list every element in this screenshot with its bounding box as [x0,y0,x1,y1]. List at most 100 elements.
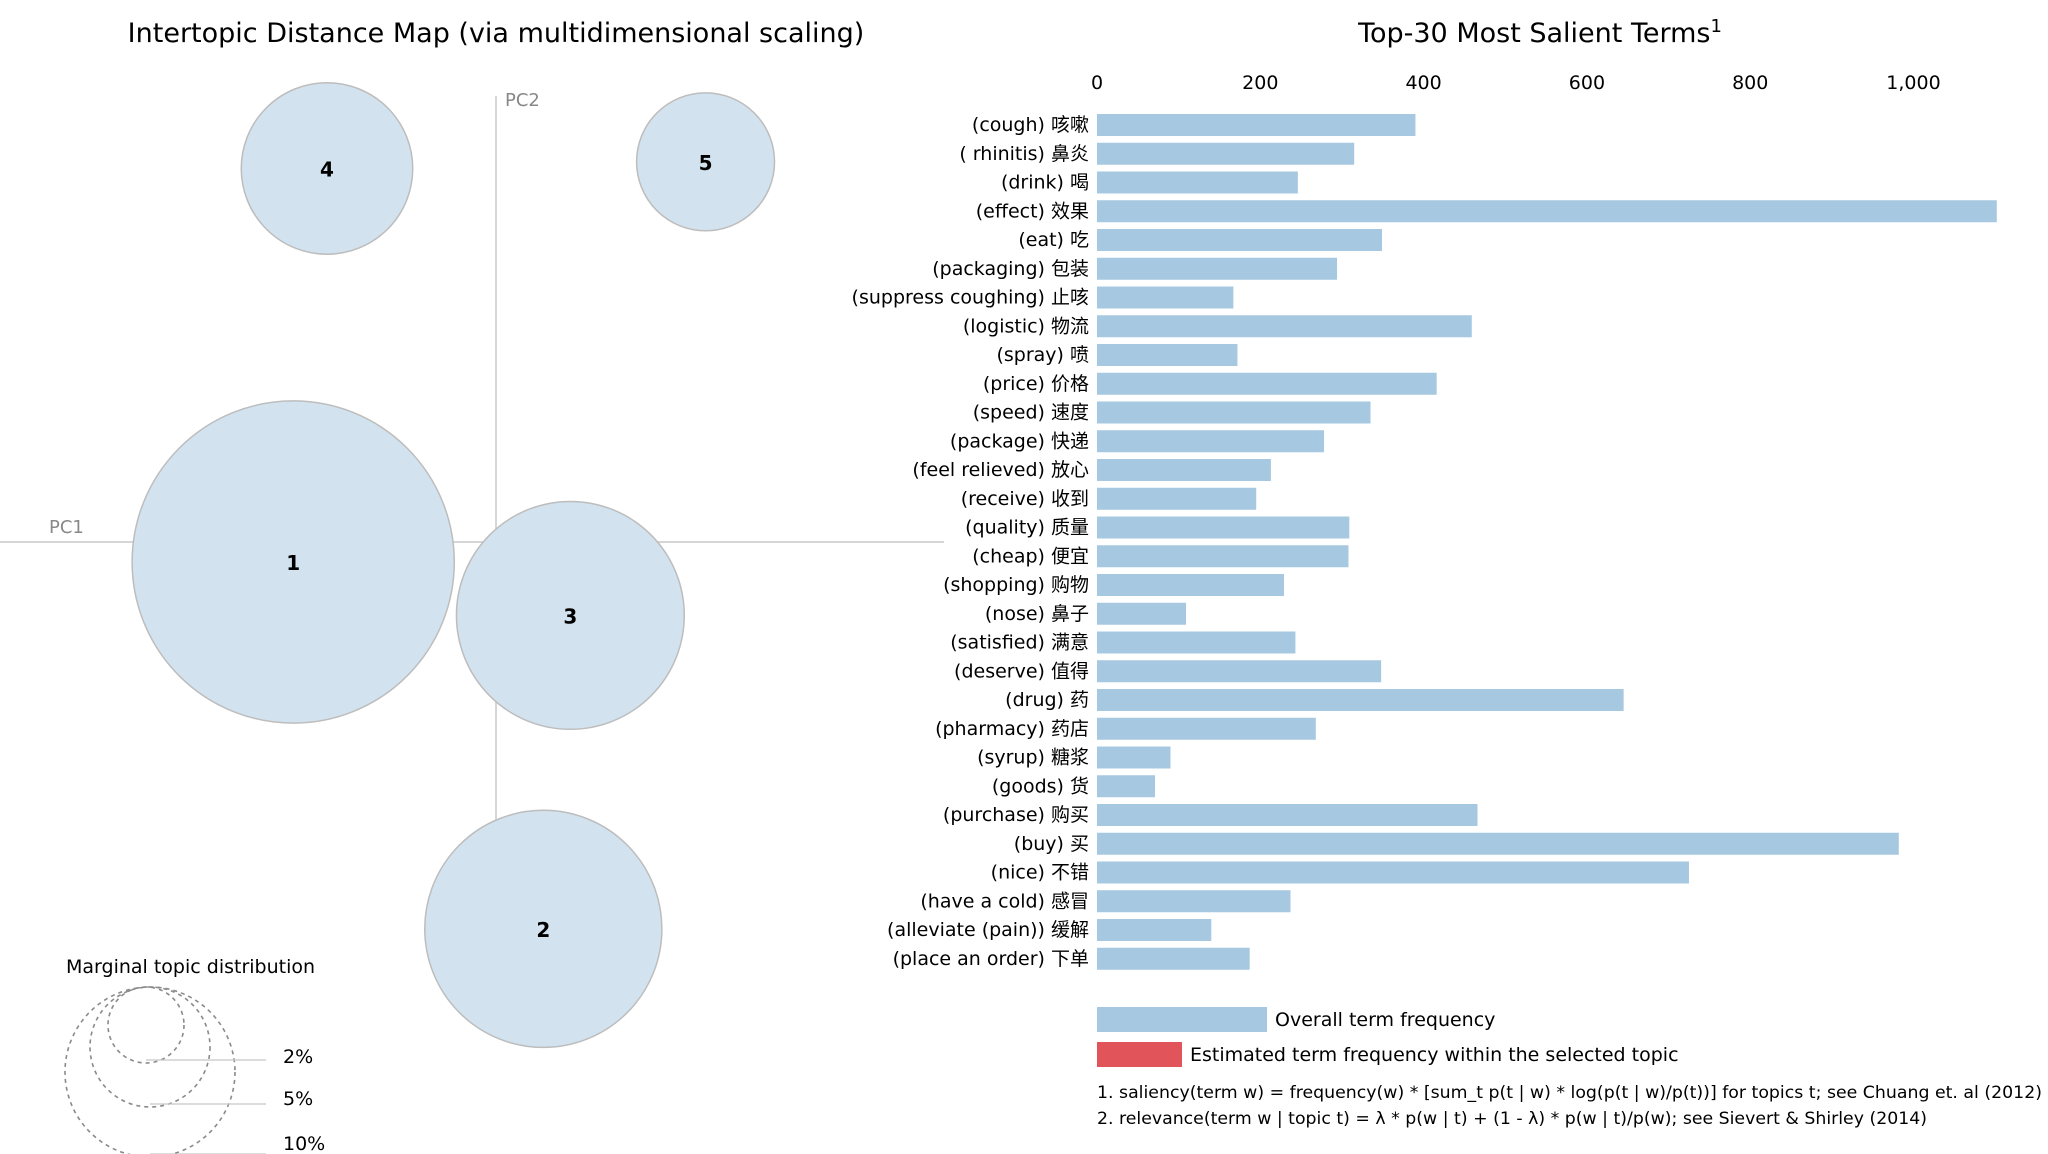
footnote-saliency: 1. saliency(term w) = frequency(w) * [su… [1097,1083,2042,1103]
salient-terms-title-superscript: 1 [1710,16,1721,37]
term-bar[interactable] [1097,602,1186,625]
term-bar[interactable] [1097,689,1624,711]
term-label[interactable]: (have a cold) 感冒 [920,890,1089,912]
legend-swatch-overall [1097,1007,1267,1032]
x-tick-label: 1,000 [1886,72,1940,94]
term-label[interactable]: (buy) 买 [1014,833,1089,855]
intertopic-map-title: Intertopic Distance Map (via multidimens… [128,18,865,49]
x-tick-label: 200 [1242,72,1278,94]
term-bar[interactable] [1097,114,1416,136]
topic-bubble-label-1: 1 [286,551,300,575]
term-label[interactable]: (purchase) 购买 [943,804,1089,826]
legend-label-5pct: 5% [283,1088,313,1110]
term-label[interactable]: ( rhinitis) 鼻炎 [959,143,1089,165]
term-bar[interactable] [1097,947,1250,970]
term-bar[interactable] [1097,372,1437,395]
term-bar[interactable] [1097,200,1997,223]
term-bar[interactable] [1097,229,1382,251]
term-bar[interactable] [1097,861,1689,884]
term-bar[interactable] [1097,775,1155,798]
term-label[interactable]: (drink) 喝 [1001,172,1089,194]
term-label[interactable]: (price) 价格 [983,373,1089,395]
term-label[interactable]: (suppress coughing) 止咳 [852,287,1089,309]
term-label[interactable]: (nose) 鼻子 [985,603,1089,625]
term-label[interactable]: (drug) 药 [1005,689,1089,711]
salient-term-bars [1097,114,1997,970]
term-label[interactable]: (place an order) 下单 [893,948,1089,970]
term-bar[interactable] [1097,257,1338,280]
topic-bubble-label-4: 4 [320,157,334,181]
x-tick-label: 0 [1091,72,1103,94]
bar-x-axis: 0 200 400 600 800 1,000 [1091,72,1941,94]
term-bar[interactable] [1097,746,1171,769]
term-label[interactable]: (pharmacy) 药店 [935,718,1089,740]
legend-circle-5pct [89,986,211,1108]
term-label[interactable]: (shopping) 购物 [943,574,1089,596]
topic-bubble-label-2: 2 [536,918,550,942]
term-label[interactable]: (spray) 喷 [996,344,1089,366]
term-label[interactable]: (quality) 质量 [965,517,1089,539]
term-label[interactable]: (alleviate (pain)) 缓解 [887,919,1089,941]
marginal-distribution-title: Marginal topic distribution [66,956,315,978]
topic-bubbles: 1 2 3 4 5 [131,81,776,1049]
topic-bubble-3[interactable] [455,500,686,731]
topic-bubble-label-3: 3 [563,604,577,628]
topic-bubble-5[interactable] [635,92,776,232]
term-bar[interactable] [1097,286,1234,309]
term-bar[interactable] [1097,171,1298,194]
term-label[interactable]: (nice) 不错 [991,862,1089,884]
topic-bubble-1[interactable] [131,400,456,724]
footnote-relevance: 2. relevance(term w | topic t) = λ * p(w… [1097,1109,1927,1129]
term-label[interactable]: (eat) 吃 [1018,229,1089,251]
term-bar[interactable] [1097,459,1271,481]
topic-bubble-label-5: 5 [699,151,713,175]
salient-terms-title: Top-30 Most Salient Terms1 [1357,16,1722,49]
term-bar[interactable] [1097,832,1899,855]
topic-bubble-4[interactable] [240,81,414,255]
legend-circle-10pct [64,986,236,1154]
term-label[interactable]: (satisfied) 满意 [950,632,1089,654]
legend-swatch-topic [1097,1042,1182,1067]
legend-label-topic: Estimated term frequency within the sele… [1190,1044,1679,1066]
term-bar[interactable] [1097,890,1291,913]
bar-legend: Overall term frequency Estimated term fr… [1097,1007,1679,1067]
legend-label-overall: Overall term frequency [1275,1009,1495,1031]
term-bar[interactable] [1097,142,1355,165]
topic-bubble-2[interactable] [424,809,663,1049]
term-bar[interactable] [1097,516,1350,539]
term-bar[interactable] [1097,631,1296,654]
legend-label-2pct: 2% [283,1046,313,1068]
term-label[interactable]: (cheap) 便宜 [972,545,1089,567]
term-label[interactable]: (package) 快递 [950,430,1089,452]
term-bar[interactable] [1097,660,1382,683]
marginal-topic-distribution-legend: Marginal topic distribution 2% 5% 10% [64,956,325,1154]
salient-term-labels: (cough) 咳嗽 ( rhinitis) 鼻炎 (drink) 喝 (effect… [852,114,1089,970]
term-label[interactable]: (packaging) 包装 [932,258,1089,280]
term-bar[interactable] [1097,430,1324,453]
term-label[interactable]: (feel relieved) 放心 [912,459,1089,481]
term-bar[interactable] [1097,804,1478,826]
term-label[interactable]: (speed) 速度 [973,402,1089,424]
salient-terms-title-text: Top-30 Most Salient Terms [1357,18,1710,49]
term-bar[interactable] [1097,919,1212,941]
x-tick-label: 600 [1569,72,1605,94]
term-bar[interactable] [1097,487,1257,510]
term-bar[interactable] [1097,717,1316,740]
term-bar[interactable] [1097,545,1349,568]
term-label[interactable]: (syrup) 糖浆 [977,747,1089,769]
term-label[interactable]: (receive) 收到 [961,488,1089,510]
term-label[interactable]: (goods) 货 [992,775,1089,797]
x-tick-label: 400 [1405,72,1441,94]
term-bar[interactable] [1097,574,1284,596]
pc2-axis-label: PC2 [505,90,540,111]
term-bar[interactable] [1097,401,1371,424]
term-bar[interactable] [1097,344,1238,366]
term-label[interactable]: (logistic) 物流 [963,315,1089,337]
term-label[interactable]: (effect) 效果 [976,200,1089,222]
x-tick-label: 800 [1732,72,1768,94]
term-label[interactable]: (cough) 咳嗽 [972,114,1089,136]
term-label[interactable]: (deserve) 值得 [954,660,1089,682]
term-bar[interactable] [1097,315,1472,338]
legend-label-10pct: 10% [283,1133,325,1154]
